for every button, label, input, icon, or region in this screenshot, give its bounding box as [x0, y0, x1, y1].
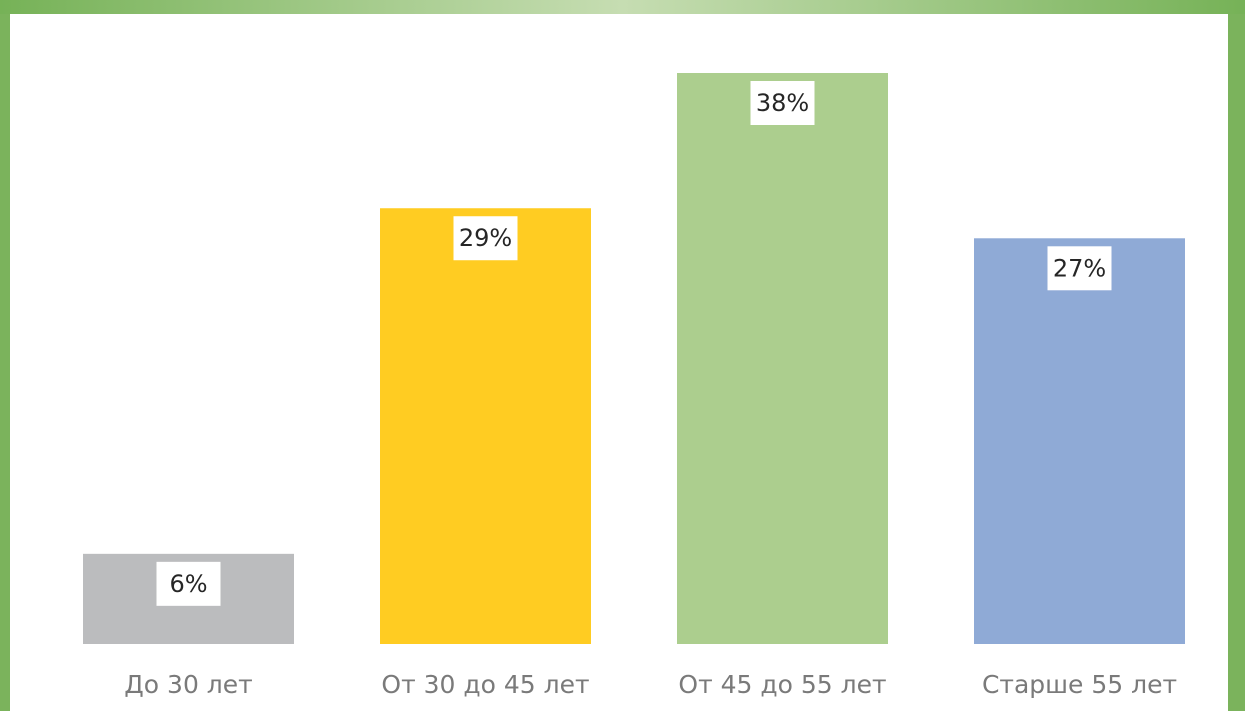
bar: [677, 73, 888, 644]
value-label: 29%: [459, 224, 512, 252]
value-label: 38%: [756, 89, 809, 117]
bar: [974, 238, 1185, 644]
x-tick-label: Старше 55 лет: [982, 670, 1177, 699]
value-label: 6%: [169, 570, 207, 598]
value-label-box: [750, 81, 815, 125]
value-label-box: [453, 216, 518, 261]
value-label-box: [156, 561, 221, 606]
value-label-box: [1047, 246, 1112, 291]
x-tick-label: От 30 до 45 лет: [381, 670, 589, 699]
bar: [380, 208, 591, 644]
x-tick-label: От 45 до 55 лет: [678, 670, 886, 699]
x-tick-label: До 30 лет: [124, 670, 252, 699]
top-band: [0, 0, 1245, 14]
value-label: 27%: [1053, 254, 1106, 282]
